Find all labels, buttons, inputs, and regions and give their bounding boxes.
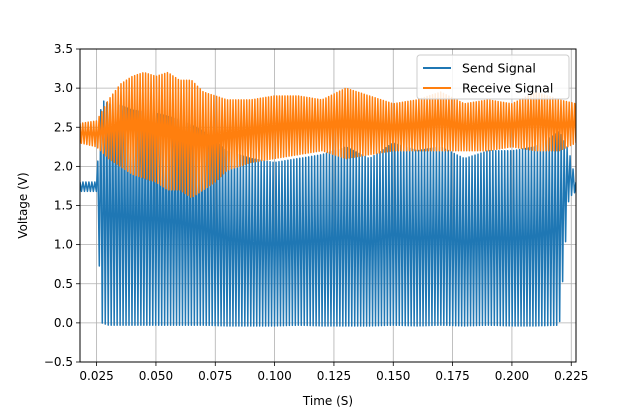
x-axis-label: Time (S) (302, 394, 353, 408)
legend: Send Signal Receive Signal (416, 54, 570, 100)
series-line-receive (80, 71, 576, 198)
x-tick-label: 0.075 (198, 369, 232, 383)
x-tick-label: 0.150 (376, 369, 410, 383)
x-tick-label: 0.050 (139, 369, 173, 383)
legend-label-receive: Receive Signal (462, 81, 553, 96)
y-tick-label: 3.5 (54, 42, 73, 56)
x-tick-label: 0.175 (435, 369, 469, 383)
legend-label-send: Send Signal (462, 61, 536, 76)
y-tick-label: 3.0 (54, 81, 73, 95)
x-tick-label: 0.100 (257, 369, 291, 383)
x-tick-label: 0.200 (495, 369, 529, 383)
y-tick-label: 1.0 (54, 238, 73, 252)
x-tick-label: 0.025 (79, 369, 113, 383)
x-axis-ticks: 0.025 0.050 0.075 0.100 0.125 0.150 0.175 0.200… (79, 362, 588, 383)
y-axis-label: Voltage (V) (16, 172, 30, 238)
x-tick-label: 0.225 (554, 369, 588, 383)
y-tick-label: −0.5 (44, 355, 73, 369)
series-layer (80, 71, 576, 327)
y-tick-label: 0.0 (54, 316, 73, 330)
y-tick-label: 2.5 (54, 120, 73, 134)
y-tick-label: 2.0 (54, 159, 73, 173)
y-axis-ticks: −0.5 0.0 0.5 1.0 1.5 2.0 2.5 3.0 3.5 (44, 42, 80, 369)
y-tick-label: 0.5 (54, 277, 73, 291)
x-tick-label: 0.125 (317, 369, 351, 383)
y-tick-label: 1.5 (54, 199, 73, 213)
legend-box (416, 54, 570, 100)
